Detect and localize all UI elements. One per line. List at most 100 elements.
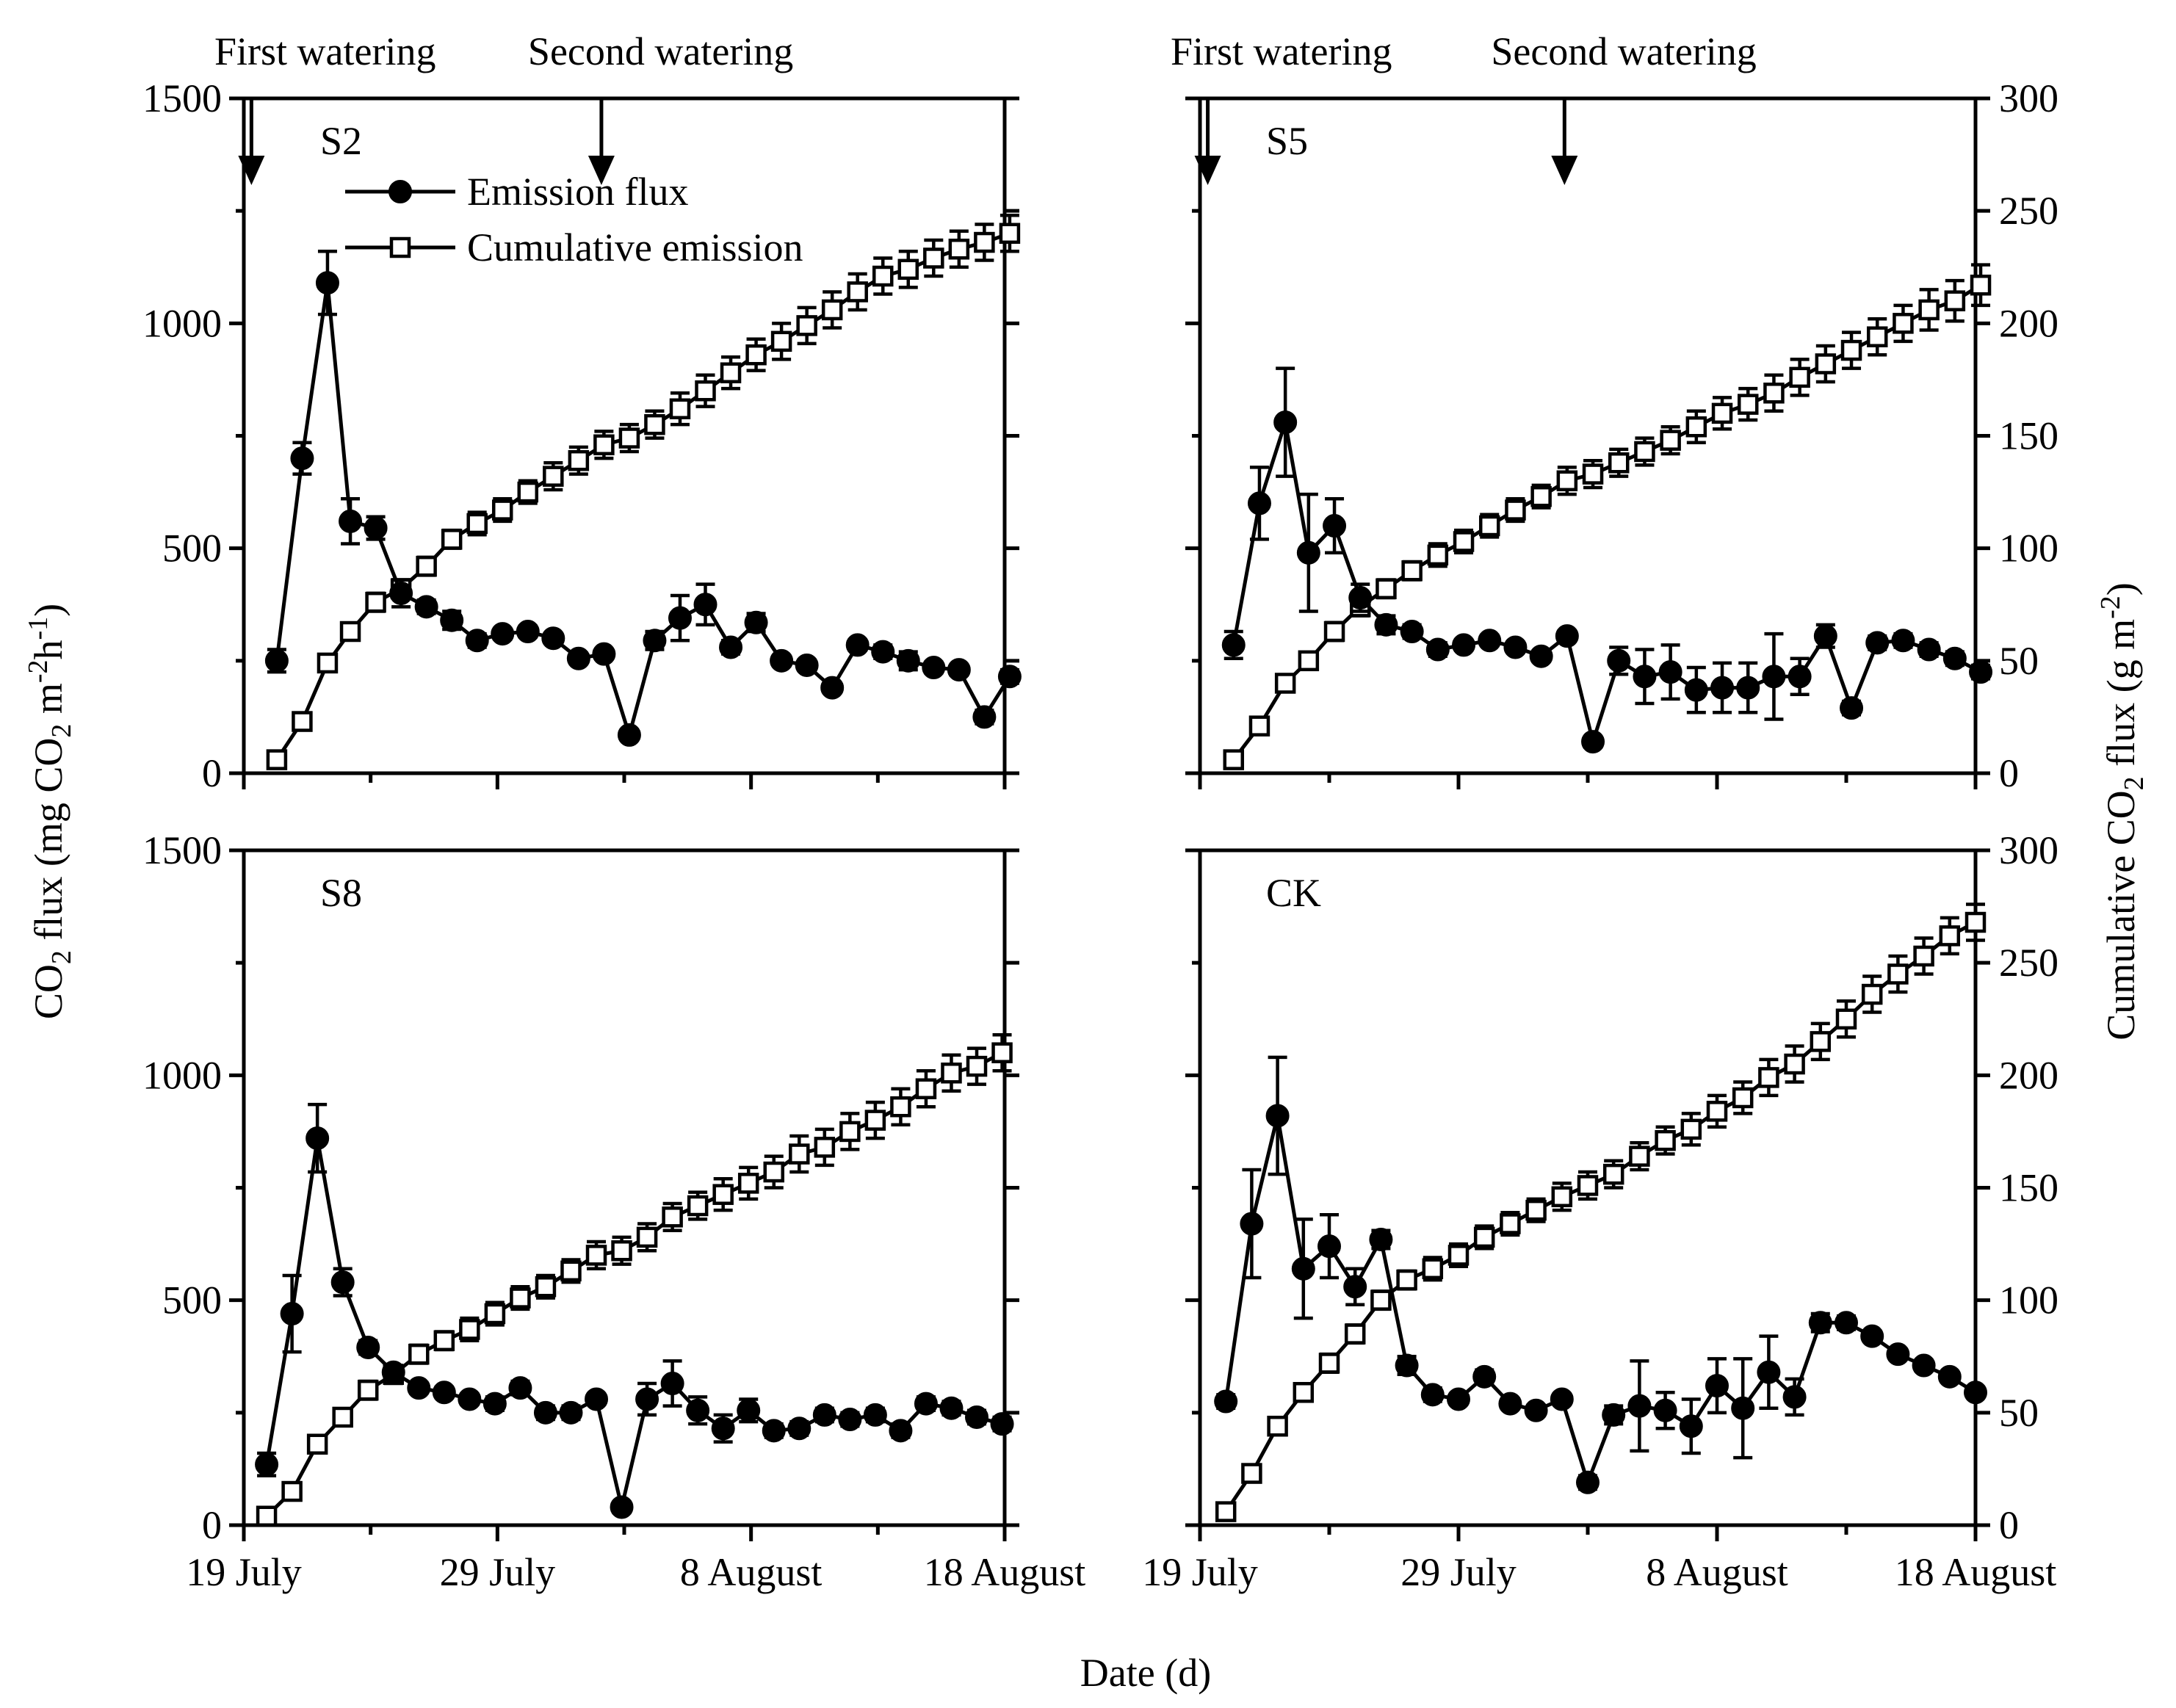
cumulative-point <box>636 1226 658 1248</box>
flux-point <box>1736 676 1760 700</box>
cumulative-point <box>923 247 944 269</box>
panel-label: S8 <box>320 871 362 915</box>
cumulative-point <box>1732 1087 1754 1109</box>
flux-point <box>1942 646 1967 670</box>
flux-point <box>356 1335 380 1359</box>
flux-point <box>643 629 667 653</box>
flux-point <box>719 635 743 659</box>
flux-point <box>711 1416 735 1441</box>
flux-point <box>306 1126 330 1151</box>
flux-point <box>1550 1387 1574 1411</box>
cumulative-point <box>1737 394 1759 415</box>
cumulative-point <box>1685 416 1707 438</box>
flux-point <box>820 676 845 700</box>
flux-point <box>1323 514 1347 538</box>
cumulative-point <box>618 427 640 449</box>
cumulative-point <box>1840 339 1862 361</box>
cumulative-point <box>1577 1175 1599 1196</box>
flux-point <box>389 581 413 605</box>
flux-point <box>990 1412 1014 1436</box>
flux-point <box>1969 660 1993 684</box>
y-right-tick-label: 200 <box>1999 1053 2058 1097</box>
flux-point <box>812 1403 836 1427</box>
flux-point <box>1835 1311 1858 1335</box>
flux-point <box>508 1376 532 1400</box>
cumulative-point <box>872 265 894 287</box>
flux-point <box>1296 540 1320 565</box>
cumulative-point <box>1525 1199 1547 1221</box>
cumulative-point <box>974 231 995 253</box>
cumulative-point <box>1427 544 1449 566</box>
flux-point <box>566 646 590 670</box>
panel-s5: 0 50 100 150 200 250 300 S5 First watering Second… <box>1171 29 2058 795</box>
y-left-tick-label: 1500 <box>142 828 222 872</box>
flux-line <box>1223 1115 1977 1488</box>
flux-point <box>1400 620 1424 644</box>
cumulative-point <box>517 481 539 503</box>
flux-point <box>592 642 616 666</box>
cumulative-point <box>1396 1269 1417 1291</box>
flux-point <box>947 658 971 682</box>
flux-point <box>491 622 515 646</box>
cumulative-point <box>1629 1146 1650 1167</box>
flux-point <box>264 648 289 673</box>
cumulative-point <box>864 1110 886 1131</box>
flux-point <box>1865 631 1890 655</box>
cumulative-point <box>1344 1323 1366 1345</box>
cumulative-point <box>1478 515 1500 537</box>
flux-point <box>1317 1234 1341 1259</box>
y-right-tick-label: 300 <box>1999 828 2058 872</box>
flux-point <box>1813 624 1837 648</box>
flux-point <box>1705 1374 1729 1398</box>
cumulative-point <box>568 449 590 471</box>
flux-point <box>1602 1403 1626 1427</box>
legend-flux-marker <box>388 180 412 203</box>
cumulative-point <box>1318 1353 1340 1374</box>
flux-point <box>364 516 388 540</box>
cumulative-point <box>1215 1501 1237 1522</box>
flux-point <box>795 653 819 677</box>
flux-point <box>1265 1104 1290 1128</box>
cumulative-point <box>1223 749 1245 770</box>
flux-point <box>1757 1360 1781 1384</box>
flux-point <box>787 1416 812 1441</box>
flux-point <box>1891 629 1915 653</box>
flux-point <box>770 648 794 673</box>
flux-point <box>432 1380 456 1405</box>
cumulative-point <box>1551 1186 1573 1208</box>
flux-point <box>1808 1311 1832 1335</box>
cumulative-point <box>1602 1163 1624 1185</box>
cumulative-point <box>466 513 488 535</box>
flux-point <box>1369 1227 1393 1251</box>
flux-point <box>1343 1275 1367 1299</box>
cumulative-point <box>1970 275 1992 296</box>
cumulative-point <box>510 1287 531 1309</box>
cumulative-point <box>543 466 564 487</box>
flux-point <box>482 1392 507 1416</box>
cumulative-point <box>1401 560 1423 582</box>
cumulative-point <box>1608 452 1630 474</box>
cumulative-point <box>796 315 817 336</box>
flux-point <box>1420 1383 1445 1407</box>
cumulative-point <box>720 362 742 383</box>
flux-point <box>1860 1324 1884 1348</box>
y-right-tick-label: 100 <box>1999 1278 2058 1322</box>
cumulative-point <box>770 330 792 352</box>
flux-point <box>381 1360 405 1384</box>
cumulative-point <box>1634 441 1655 463</box>
flux-point <box>559 1400 583 1425</box>
y-left-tick-label: 500 <box>162 1278 222 1322</box>
flux-point <box>1937 1364 1962 1389</box>
second-watering-label: Second watering <box>1491 29 1756 73</box>
flux-point <box>1529 644 1553 668</box>
cumulative-point <box>814 1137 836 1158</box>
cumulative-point <box>1422 1258 1444 1280</box>
cumulative-point <box>745 344 767 366</box>
cumulative-point <box>484 1303 506 1325</box>
y-left-tick-label: 0 <box>202 751 222 795</box>
legend-cumulative-label: Cumulative emission <box>467 225 803 269</box>
cumulative-point <box>966 1055 988 1077</box>
flux-point <box>972 705 997 729</box>
